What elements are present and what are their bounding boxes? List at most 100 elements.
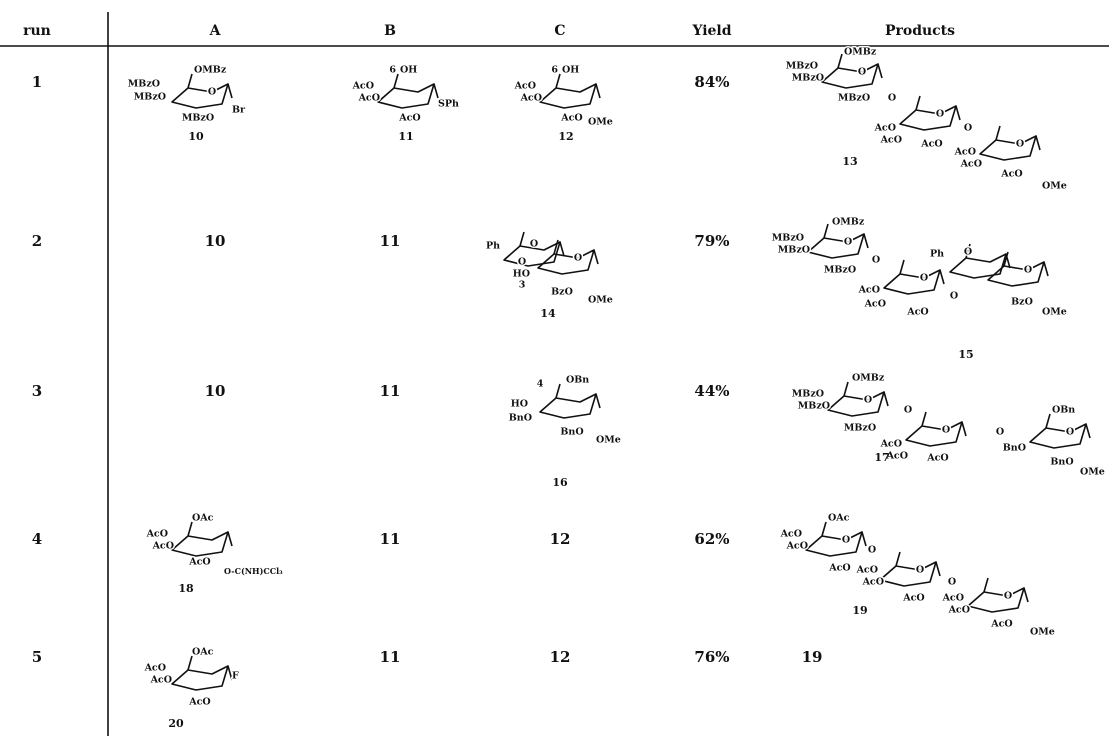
- column-header: C: [554, 23, 565, 39]
- compound-number: 10: [188, 130, 204, 143]
- sugar-ring: [900, 106, 956, 130]
- compound-ref: 10: [205, 382, 226, 400]
- atom-label: MBzO: [798, 401, 830, 412]
- compound-number: 13: [842, 155, 857, 168]
- atom-label: AcO: [942, 593, 964, 604]
- compound-number: 11: [398, 130, 413, 143]
- atom-label: OH: [400, 65, 417, 76]
- compound-number: 16: [552, 476, 568, 489]
- atom-label: MBzO: [772, 233, 804, 244]
- atom-label: AcO: [152, 541, 174, 552]
- atom-label: AcO: [948, 605, 970, 616]
- atom-label: O: [574, 253, 582, 264]
- atom-label: OMBz: [852, 373, 885, 384]
- atom-label: O: [208, 87, 216, 98]
- atom-label: Br: [232, 105, 246, 116]
- atom-label: Ph: [486, 241, 500, 252]
- atom-label: AcO: [926, 453, 948, 464]
- run-number: 3: [32, 382, 42, 400]
- sugar-ring: [172, 84, 228, 108]
- atom-label: O: [920, 273, 928, 284]
- atom-label: O: [948, 577, 956, 588]
- compound-ref: 12: [550, 530, 571, 548]
- atom-label: BzO: [1011, 297, 1033, 308]
- atom-label: Ph: [930, 249, 944, 260]
- atom-label: AcO: [858, 285, 880, 296]
- atom-label: BnO: [560, 427, 583, 438]
- run-number: 4: [32, 530, 42, 548]
- atom-label: OMe: [1042, 307, 1067, 318]
- atom-label: O-C(NH)CCl₃: [224, 566, 283, 576]
- atom-label: BzO: [551, 287, 573, 298]
- compound-ref: 11: [380, 382, 401, 400]
- yield: 44%: [694, 382, 729, 400]
- atom-label: AcO: [146, 529, 168, 540]
- atom-label: MBzO: [838, 93, 870, 104]
- atom-label: O: [1004, 591, 1012, 602]
- compound-ref: 11: [380, 232, 401, 250]
- sugar-ring: [806, 532, 862, 556]
- atom-label: AcO: [358, 93, 380, 104]
- atom-label: OMBz: [194, 65, 227, 76]
- atom-label: AcO: [780, 529, 802, 540]
- compound-number: 12: [558, 130, 573, 143]
- atom-label: O: [950, 291, 958, 302]
- atom-label: 6: [551, 65, 558, 76]
- atom-label: AcO: [864, 299, 886, 310]
- compound-number: 15: [958, 348, 973, 361]
- atom-label: MBzO: [128, 79, 160, 90]
- yield: 84%: [694, 73, 729, 91]
- atom-label: AcO: [902, 593, 924, 604]
- atom-label: AcO: [560, 113, 582, 124]
- compound-ref: 10: [205, 232, 226, 250]
- atom-label: AcO: [514, 81, 536, 92]
- atom-label: AcO: [150, 675, 172, 686]
- column-header: Products: [885, 23, 955, 39]
- atom-label: MBzO: [824, 265, 856, 276]
- yield: 79%: [694, 232, 729, 250]
- atom-label: OMe: [1042, 181, 1067, 192]
- atom-label: O: [1024, 265, 1032, 276]
- run-number: 5: [32, 648, 42, 666]
- compound-ref: 11: [380, 648, 401, 666]
- atom-label: AcO: [188, 557, 210, 568]
- atom-label: AcO: [880, 439, 902, 450]
- compound-ref: 19: [802, 648, 823, 666]
- column-header: run: [23, 23, 51, 39]
- atom-label: AcO: [352, 81, 374, 92]
- atom-label: O: [964, 247, 972, 258]
- atom-label: HO: [513, 269, 530, 280]
- sugar-ring: [172, 666, 228, 690]
- atom-label: OH: [562, 65, 579, 76]
- atom-label: O: [858, 67, 866, 78]
- atom-label: MBzO: [792, 389, 824, 400]
- compound-number: 18: [178, 582, 194, 595]
- compound-number: 20: [168, 717, 184, 730]
- atom-label: MBzO: [778, 245, 810, 256]
- atom-label: O: [1066, 427, 1074, 438]
- atom-label: AcO: [990, 619, 1012, 630]
- atom-label: MBzO: [786, 61, 818, 72]
- atom-label: AcO: [856, 565, 878, 576]
- sugar-ring: [880, 562, 936, 586]
- atom-label: OAc: [192, 513, 214, 524]
- atom-label: AcO: [828, 563, 850, 574]
- compound-number: 17: [874, 451, 889, 464]
- atom-label: O: [864, 395, 872, 406]
- table: runABCYieldProducts1OMBzOMBzOMBzOMBzOBr1…: [0, 0, 1109, 740]
- atom-label: AcO: [786, 541, 808, 552]
- atom-label: SPh: [438, 99, 459, 110]
- atom-label: O: [842, 535, 850, 546]
- sugar-ring: [950, 254, 1006, 278]
- compound-number: 19: [852, 604, 867, 617]
- run-number: 1: [32, 73, 42, 91]
- atom-label: OBn: [1052, 405, 1075, 416]
- atom-label: AcO: [1000, 169, 1022, 180]
- atom-label: BnO: [1050, 457, 1073, 468]
- atom-label: O: [964, 123, 972, 134]
- compound-ref: 12: [550, 648, 571, 666]
- atom-label: OMe: [1080, 467, 1105, 478]
- atom-label: O: [936, 109, 944, 120]
- atom-label: AcO: [960, 159, 982, 170]
- atom-label: OMe: [596, 435, 621, 446]
